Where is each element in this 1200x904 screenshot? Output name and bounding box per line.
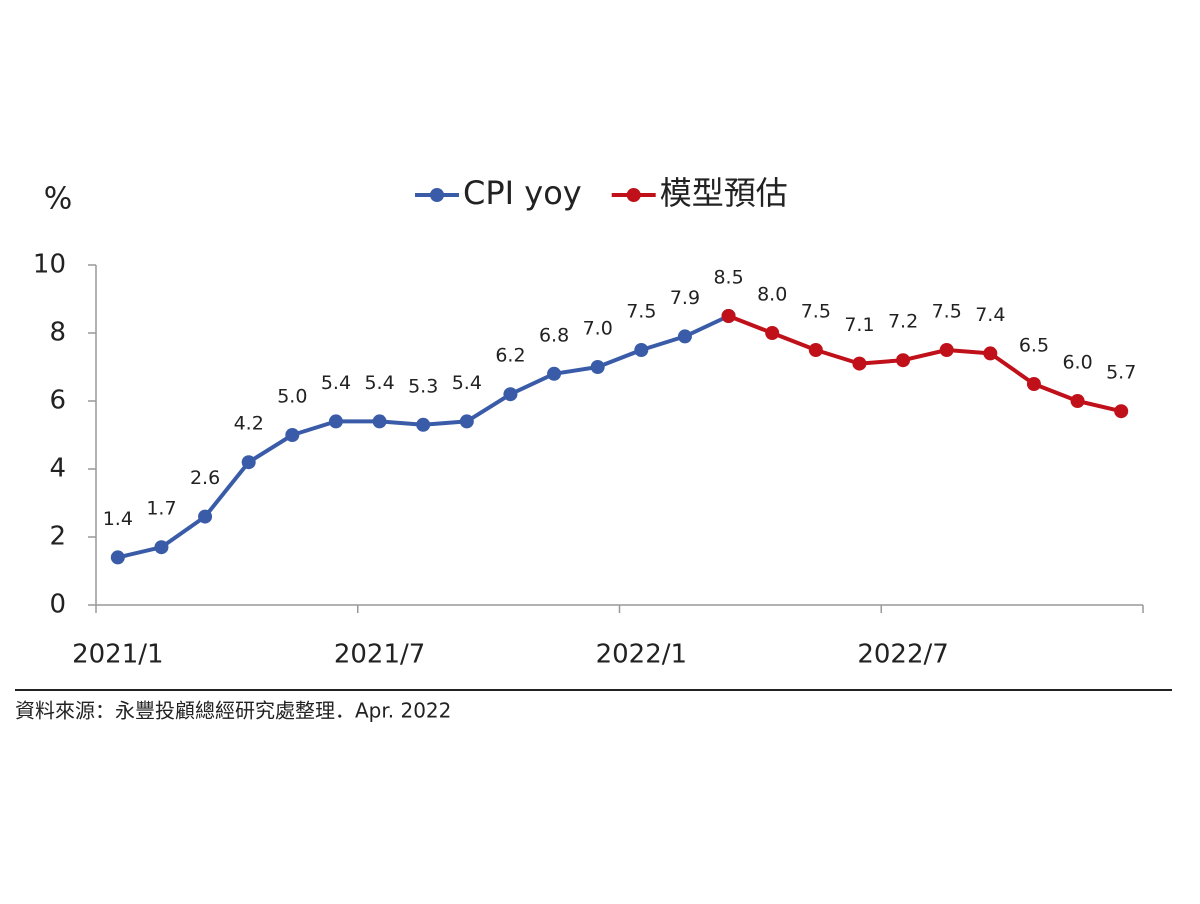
y-tick-label: 2 — [49, 522, 66, 552]
data-label: 7.2 — [888, 311, 918, 333]
data-point — [983, 346, 998, 361]
data-label: 5.4 — [321, 372, 351, 394]
data-point — [110, 550, 125, 565]
legend-marker — [626, 188, 641, 202]
data-point — [459, 414, 474, 429]
data-point — [939, 343, 954, 357]
data-point — [241, 455, 256, 470]
data-label: 7.0 — [583, 318, 613, 340]
data-point — [808, 343, 823, 357]
data-point — [852, 356, 867, 371]
x-tick-label: 2022/7 — [857, 640, 948, 670]
data-label: 7.9 — [670, 287, 700, 309]
data-label: 2.6 — [190, 467, 220, 489]
data-label: 6.8 — [539, 324, 569, 346]
y-tick-label: 6 — [49, 386, 66, 416]
data-point — [503, 387, 518, 402]
data-point — [765, 326, 780, 340]
legend-label: 模型預估 — [660, 174, 788, 212]
x-tick-label: 2021/7 — [334, 640, 425, 670]
legend-marker — [430, 188, 444, 202]
data-point — [285, 428, 300, 442]
data-point — [1070, 394, 1085, 408]
data-label: 5.3 — [408, 375, 438, 397]
data-label: 5.4 — [452, 372, 482, 394]
data-label: 5.7 — [1106, 362, 1136, 384]
data-label: 1.7 — [146, 498, 176, 520]
data-label: 7.5 — [932, 301, 962, 323]
data-label: 4.2 — [234, 413, 264, 435]
data-point — [634, 343, 649, 357]
data-point — [328, 414, 343, 429]
series-line — [727, 314, 1122, 414]
source-note: 資料來源：永豐投顧總經研究處整理．Apr. 2022 — [15, 699, 451, 723]
data-point — [372, 414, 387, 429]
data-label: 6.0 — [1062, 352, 1092, 374]
legend-label: CPI yoy — [463, 174, 582, 212]
y-tick-label: 8 — [49, 318, 66, 348]
y-axis-label: % — [44, 182, 73, 217]
y-tick-label: 10 — [33, 250, 66, 280]
data-label: 7.5 — [626, 301, 656, 323]
data-point — [590, 360, 605, 374]
data-label: 7.1 — [844, 314, 874, 336]
data-label: 1.4 — [103, 508, 133, 530]
data-label: 5.4 — [364, 372, 394, 394]
x-tick-label: 2022/1 — [596, 640, 687, 670]
data-label: 6.2 — [495, 345, 525, 367]
data-label: 7.4 — [975, 304, 1005, 326]
data-point — [1114, 404, 1129, 419]
y-tick-label: 4 — [49, 454, 66, 484]
data-point — [1026, 377, 1041, 391]
data-point — [416, 417, 431, 432]
data-point — [154, 540, 169, 555]
data-point — [896, 353, 911, 368]
data-label: 7.5 — [801, 301, 831, 323]
data-label: 8.0 — [757, 284, 787, 306]
data-label: 5.0 — [277, 386, 307, 408]
data-point — [547, 366, 562, 381]
data-label: 6.5 — [1019, 335, 1049, 357]
data-point — [198, 509, 213, 524]
y-tick-label: 0 — [49, 590, 66, 620]
data-point — [721, 309, 736, 323]
data-point — [677, 329, 692, 344]
x-tick-label: 2021/1 — [72, 640, 163, 670]
data-label: 8.5 — [713, 267, 743, 289]
